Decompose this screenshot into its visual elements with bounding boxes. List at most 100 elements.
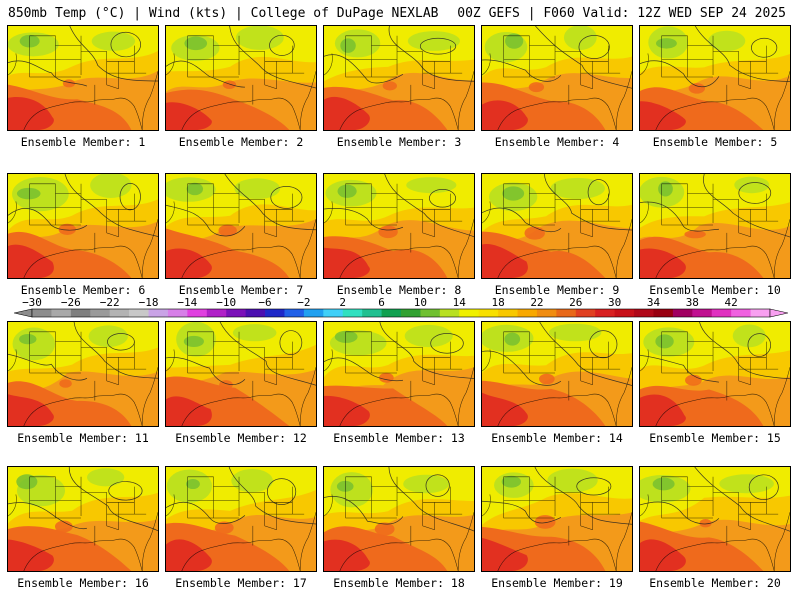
colorbar-tick-label: 26 (569, 296, 582, 309)
colorbar-bin (167, 309, 188, 317)
colorbar-tick-label: −30 (22, 296, 42, 309)
map-panel (165, 173, 317, 279)
colorbar-tick-label: 42 (725, 296, 738, 309)
map-field (640, 467, 790, 571)
map-field (166, 467, 316, 571)
colorbar-tick-label: 18 (491, 296, 504, 309)
map-field (166, 174, 316, 278)
colorbar-bin (478, 309, 499, 317)
map-panel (639, 173, 791, 279)
colorbar-bin (342, 309, 363, 317)
colorbar-bin (750, 309, 771, 317)
map-field (324, 174, 474, 278)
map-panel (639, 25, 791, 131)
colorbar-arrow-low (14, 308, 33, 318)
map-field (324, 322, 474, 426)
colorbar-bin (323, 309, 344, 317)
colorbar-tick-label: −6 (258, 296, 271, 309)
colorbar-tick-label: 30 (608, 296, 621, 309)
map-field (8, 467, 158, 571)
colorbar-bin (517, 309, 538, 317)
title-left: 850mb Temp (°C) | Wind (kts) | College o… (8, 6, 439, 21)
colorbar-bin (32, 309, 52, 317)
colorbar-bin (381, 309, 402, 317)
map-panel (165, 321, 317, 427)
colorbar-bin (70, 309, 91, 317)
map-panel (481, 25, 633, 131)
ensemble-member-label: Ensemble Member: 5 (652, 135, 778, 149)
map-field (166, 26, 316, 130)
colorbar-bin (420, 309, 441, 317)
map-panel (639, 321, 791, 427)
colorbar-bin (265, 309, 285, 317)
colorbar-tick-label: 34 (647, 296, 661, 309)
colorbar-bin (653, 309, 674, 317)
colorbar-bin (692, 309, 713, 317)
colorbar-tick-label: 38 (686, 296, 699, 309)
colorbar-bin (634, 309, 654, 317)
map-field (482, 322, 632, 426)
map-panel (323, 321, 475, 427)
colorbar-bin (226, 309, 247, 317)
map-panel (7, 466, 159, 572)
ensemble-member-label: Ensemble Member: 9 (494, 283, 620, 297)
ensemble-member-label: Ensemble Member: 2 (178, 135, 304, 149)
map-panel (7, 25, 159, 131)
colorbar-tick-label: −10 (216, 296, 236, 309)
colorbar-bin (148, 309, 169, 317)
colorbar-bin (439, 309, 460, 317)
colorbar-tick-label: −18 (139, 296, 159, 309)
ensemble-member-label: Ensemble Member: 16 (17, 576, 149, 590)
map-panel (165, 466, 317, 572)
map-panel (481, 466, 633, 572)
colorbar-bin (284, 309, 305, 317)
temperature-colorbar: −30 −26 −22 −18 −14 −10 −6 −2 2 6 10 14 18 22 26 30 34 38… (14, 296, 788, 318)
ensemble-member-label: Ensemble Member: 12 (175, 431, 307, 445)
colorbar-bin (362, 309, 382, 317)
map-panel (323, 25, 475, 131)
colorbar-bin (595, 309, 616, 317)
colorbar-bin (51, 309, 72, 317)
ensemble-member-label: Ensemble Member: 1 (20, 135, 146, 149)
colorbar-bin (731, 309, 751, 317)
ensemble-member-label: Ensemble Member: 8 (336, 283, 462, 297)
colorbar-tick-label: −22 (100, 296, 120, 309)
map-field (8, 26, 158, 130)
colorbar-bin (90, 309, 111, 317)
map-panel (7, 321, 159, 427)
colorbar-tick-label: −14 (177, 296, 197, 309)
colorbar-bin (401, 309, 421, 317)
map-field (8, 322, 158, 426)
colorbar-bin (109, 309, 130, 317)
map-panel (323, 173, 475, 279)
ensemble-member-label: Ensemble Member: 7 (178, 283, 304, 297)
colorbar-bin (206, 309, 227, 317)
colorbar-bin (575, 309, 596, 317)
map-field (640, 26, 790, 130)
ensemble-member-label: Ensemble Member: 14 (491, 431, 623, 445)
colorbar-tick-label: −2 (297, 296, 310, 309)
colorbar-bin (129, 309, 149, 317)
ensemble-member-label: Ensemble Member: 20 (649, 576, 781, 590)
map-panel (7, 173, 159, 279)
ensemble-member-label: Ensemble Member: 4 (494, 135, 620, 149)
map-panel (481, 321, 633, 427)
map-field (482, 26, 632, 130)
map-field (166, 322, 316, 426)
colorbar-bin (711, 309, 732, 317)
colorbar-bin (556, 309, 577, 317)
ensemble-member-label: Ensemble Member: 10 (649, 283, 781, 297)
map-field (640, 322, 790, 426)
map-panel (323, 466, 475, 572)
colorbar-bin (459, 309, 480, 317)
map-panel (481, 173, 633, 279)
ensemble-member-label: Ensemble Member: 15 (649, 431, 781, 445)
map-field (8, 174, 158, 278)
colorbar-bin (303, 309, 324, 317)
ensemble-member-label: Ensemble Member: 19 (491, 576, 623, 590)
map-field (640, 174, 790, 278)
map-panel (165, 25, 317, 131)
ensemble-member-label: Ensemble Member: 6 (20, 283, 146, 297)
map-panel (639, 466, 791, 572)
colorbar-bin (245, 309, 266, 317)
